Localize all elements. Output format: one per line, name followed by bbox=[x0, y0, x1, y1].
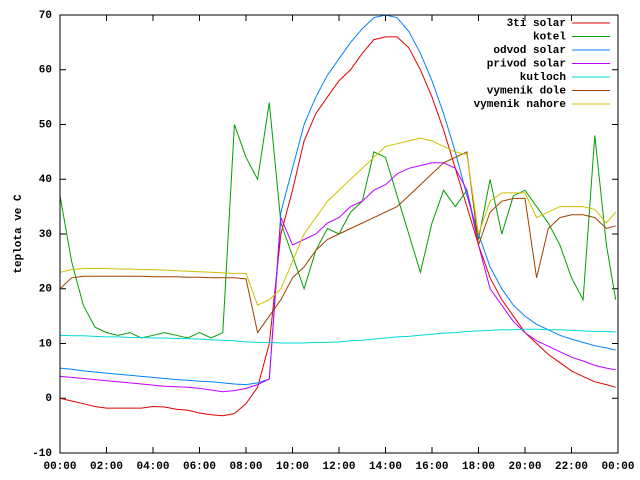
y-tick-label: 20 bbox=[39, 284, 52, 296]
x-tick-label: 02:00 bbox=[90, 461, 123, 473]
x-tick-label: 16:00 bbox=[415, 461, 448, 473]
x-tick-label: 12:00 bbox=[322, 461, 355, 473]
x-tick-label: 06:00 bbox=[183, 461, 216, 473]
plot-border bbox=[59, 14, 619, 454]
y-tick-label: 60 bbox=[39, 65, 52, 77]
series-line bbox=[59, 137, 617, 306]
x-tick-label: 20:00 bbox=[508, 461, 541, 473]
series-line bbox=[59, 102, 617, 339]
x-tick-label: 22:00 bbox=[555, 461, 588, 473]
x-tick-label: 10:00 bbox=[276, 461, 309, 473]
x-tick-label: 14:00 bbox=[369, 461, 402, 473]
y-tick-label: 30 bbox=[39, 229, 52, 241]
y-tick-label: 10 bbox=[39, 338, 52, 350]
x-tick-label: 08:00 bbox=[229, 461, 262, 473]
y-tick-label: 40 bbox=[39, 174, 52, 186]
y-tick-label: 0 bbox=[45, 393, 52, 405]
legend-label: vymenik nahore bbox=[474, 99, 567, 111]
series-line bbox=[59, 162, 616, 393]
legend-label: kotel bbox=[533, 31, 566, 43]
legend-label: vymenik dole bbox=[487, 85, 567, 97]
series-line bbox=[59, 151, 616, 334]
x-tick-label: 00:00 bbox=[43, 461, 76, 473]
x-tick-label: 04:00 bbox=[136, 461, 169, 473]
series-line bbox=[59, 328, 616, 344]
y-tick-label: -10 bbox=[32, 448, 52, 460]
x-tick-label: 18:00 bbox=[462, 461, 495, 473]
y-axis-label: teplota ve C bbox=[13, 194, 25, 274]
x-tick-label: 00:00 bbox=[601, 461, 634, 473]
legend-label: privod solar bbox=[487, 58, 566, 70]
legend-label: odvod solar bbox=[493, 45, 566, 57]
legend-label: kutloch bbox=[520, 72, 566, 84]
y-tick-label: 70 bbox=[39, 10, 52, 22]
series-line bbox=[59, 14, 616, 386]
legend-label: 3ti solar bbox=[507, 18, 566, 30]
y-tick-label: 50 bbox=[39, 119, 52, 131]
